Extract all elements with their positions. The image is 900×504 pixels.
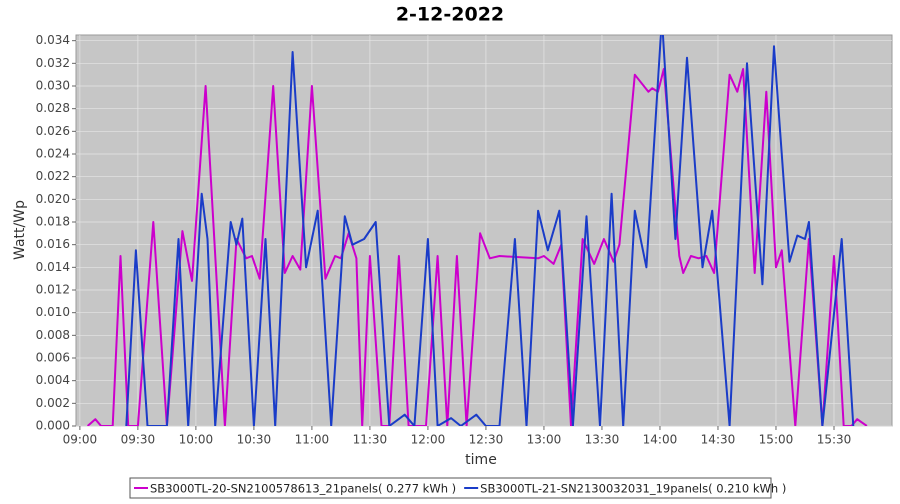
- y-tick-label: 0.018: [36, 215, 70, 229]
- y-tick-label: 0.020: [36, 192, 70, 206]
- x-axis-label: time: [465, 452, 497, 468]
- y-tick-label: 0.014: [36, 260, 70, 274]
- y-tick-label: 0.032: [36, 56, 70, 70]
- x-tick-label: 11:00: [295, 433, 330, 447]
- x-tick-label: 15:00: [759, 433, 794, 447]
- series-line: [86, 68, 868, 426]
- y-tick-label: 0.012: [36, 283, 70, 297]
- chart-title: 2-12-2022: [396, 4, 504, 26]
- series-line: [125, 35, 855, 426]
- x-tick-label: 14:30: [701, 433, 736, 447]
- y-tick-label: 0.002: [36, 396, 70, 410]
- x-tick-label: 13:00: [527, 433, 562, 447]
- x-tick-label: 09:00: [63, 433, 98, 447]
- legend-label: SB3000TL-20-SN2100578613_21panels( 0.277…: [150, 482, 456, 496]
- y-tick-label: 0.024: [36, 147, 70, 161]
- x-tick-label: 12:30: [469, 433, 504, 447]
- y-tick-label: 0.000: [36, 419, 70, 433]
- y-tick-label: 0.010: [36, 305, 70, 319]
- y-axis-label: Watt/Wp: [12, 200, 28, 260]
- x-tick-label: 12:00: [411, 433, 446, 447]
- y-tick-label: 0.030: [36, 79, 70, 93]
- y-tick-label: 0.008: [36, 328, 70, 342]
- y-tick-label: 0.034: [36, 33, 70, 47]
- legend-box: [129, 477, 772, 499]
- y-tick-label: 0.004: [36, 373, 70, 387]
- y-tick-label: 0.026: [36, 124, 70, 138]
- y-tick-label: 0.022: [36, 169, 70, 183]
- y-tick-label: 0.016: [36, 237, 70, 251]
- y-tick-label: 0.028: [36, 101, 70, 115]
- x-tick-label: 13:30: [585, 433, 620, 447]
- series-layer: [86, 35, 868, 426]
- plot-area: [75, 34, 893, 427]
- legend-label: SB3000TL-21-SN2130032031_19panels( 0.210…: [480, 482, 786, 496]
- x-tick-label: 09:30: [121, 433, 156, 447]
- x-tick-label: 10:00: [179, 433, 214, 447]
- x-tick-label: 11:30: [353, 433, 388, 447]
- x-tick-label: 10:30: [237, 433, 272, 447]
- y-tick-label: 0.006: [36, 351, 70, 365]
- x-tick-label: 14:00: [643, 433, 678, 447]
- x-tick-label: 15:30: [817, 433, 852, 447]
